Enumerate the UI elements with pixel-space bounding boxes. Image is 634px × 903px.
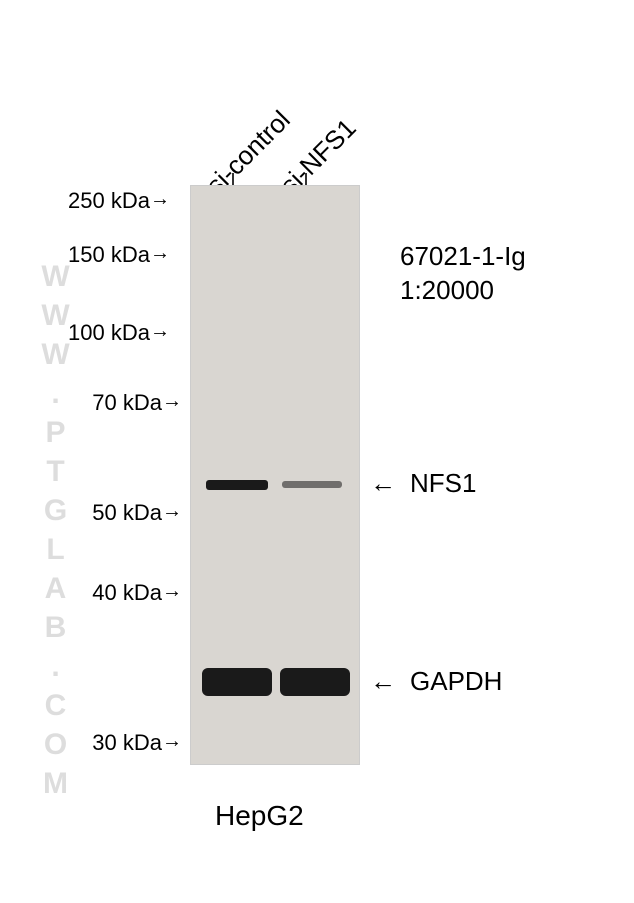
- band-label-nfs1: NFS1: [410, 468, 476, 499]
- ladder-value: 50 kDa: [92, 500, 162, 525]
- band-label-gapdh: GAPDH: [410, 666, 502, 697]
- arrow-right-icon: →: [162, 390, 182, 413]
- band-gapdh-lane2: [280, 668, 350, 696]
- ladder-value: 40 kDa: [92, 580, 162, 605]
- ladder-value: 70 kDa: [92, 390, 162, 415]
- ladder-mark: 250 kDa→: [30, 188, 150, 214]
- ladder-mark: 30 kDa→: [42, 730, 162, 756]
- band-nfs1-lane1: [206, 480, 268, 490]
- ladder-value: 250 kDa: [68, 188, 150, 213]
- lane-tick: [232, 173, 234, 185]
- arrow-right-icon: →: [162, 580, 182, 603]
- ladder-mark: 100 kDa→: [30, 320, 150, 346]
- band-gapdh-lane1: [202, 668, 272, 696]
- ladder-mark: 50 kDa→: [42, 500, 162, 526]
- band-nfs1-lane2: [282, 481, 342, 488]
- arrow-right-icon: →: [150, 320, 170, 343]
- ladder-value: 30 kDa: [92, 730, 162, 755]
- western-blot-figure: WWW.PTGLAB.COM si-control si-NFS1 250 kD…: [0, 0, 634, 903]
- arrow-right-icon: →: [150, 242, 170, 265]
- arrow-left-icon: ←: [370, 468, 396, 499]
- ladder-mark: 40 kDa→: [42, 580, 162, 606]
- arrow-right-icon: →: [162, 730, 182, 753]
- ladder-mark: 70 kDa→: [42, 390, 162, 416]
- antibody-dilution: 1:20000: [400, 274, 526, 308]
- lane-tick: [305, 173, 307, 185]
- arrow-right-icon: →: [150, 188, 170, 211]
- antibody-info: 67021-1-Ig 1:20000: [400, 240, 526, 308]
- cell-line-label: HepG2: [215, 800, 304, 832]
- antibody-catalog: 67021-1-Ig: [400, 240, 526, 274]
- arrow-left-icon: ←: [370, 666, 396, 697]
- ladder-value: 100 kDa: [68, 320, 150, 345]
- ladder-value: 150 kDa: [68, 242, 150, 267]
- arrow-right-icon: →: [162, 500, 182, 523]
- ladder-mark: 150 kDa→: [30, 242, 150, 268]
